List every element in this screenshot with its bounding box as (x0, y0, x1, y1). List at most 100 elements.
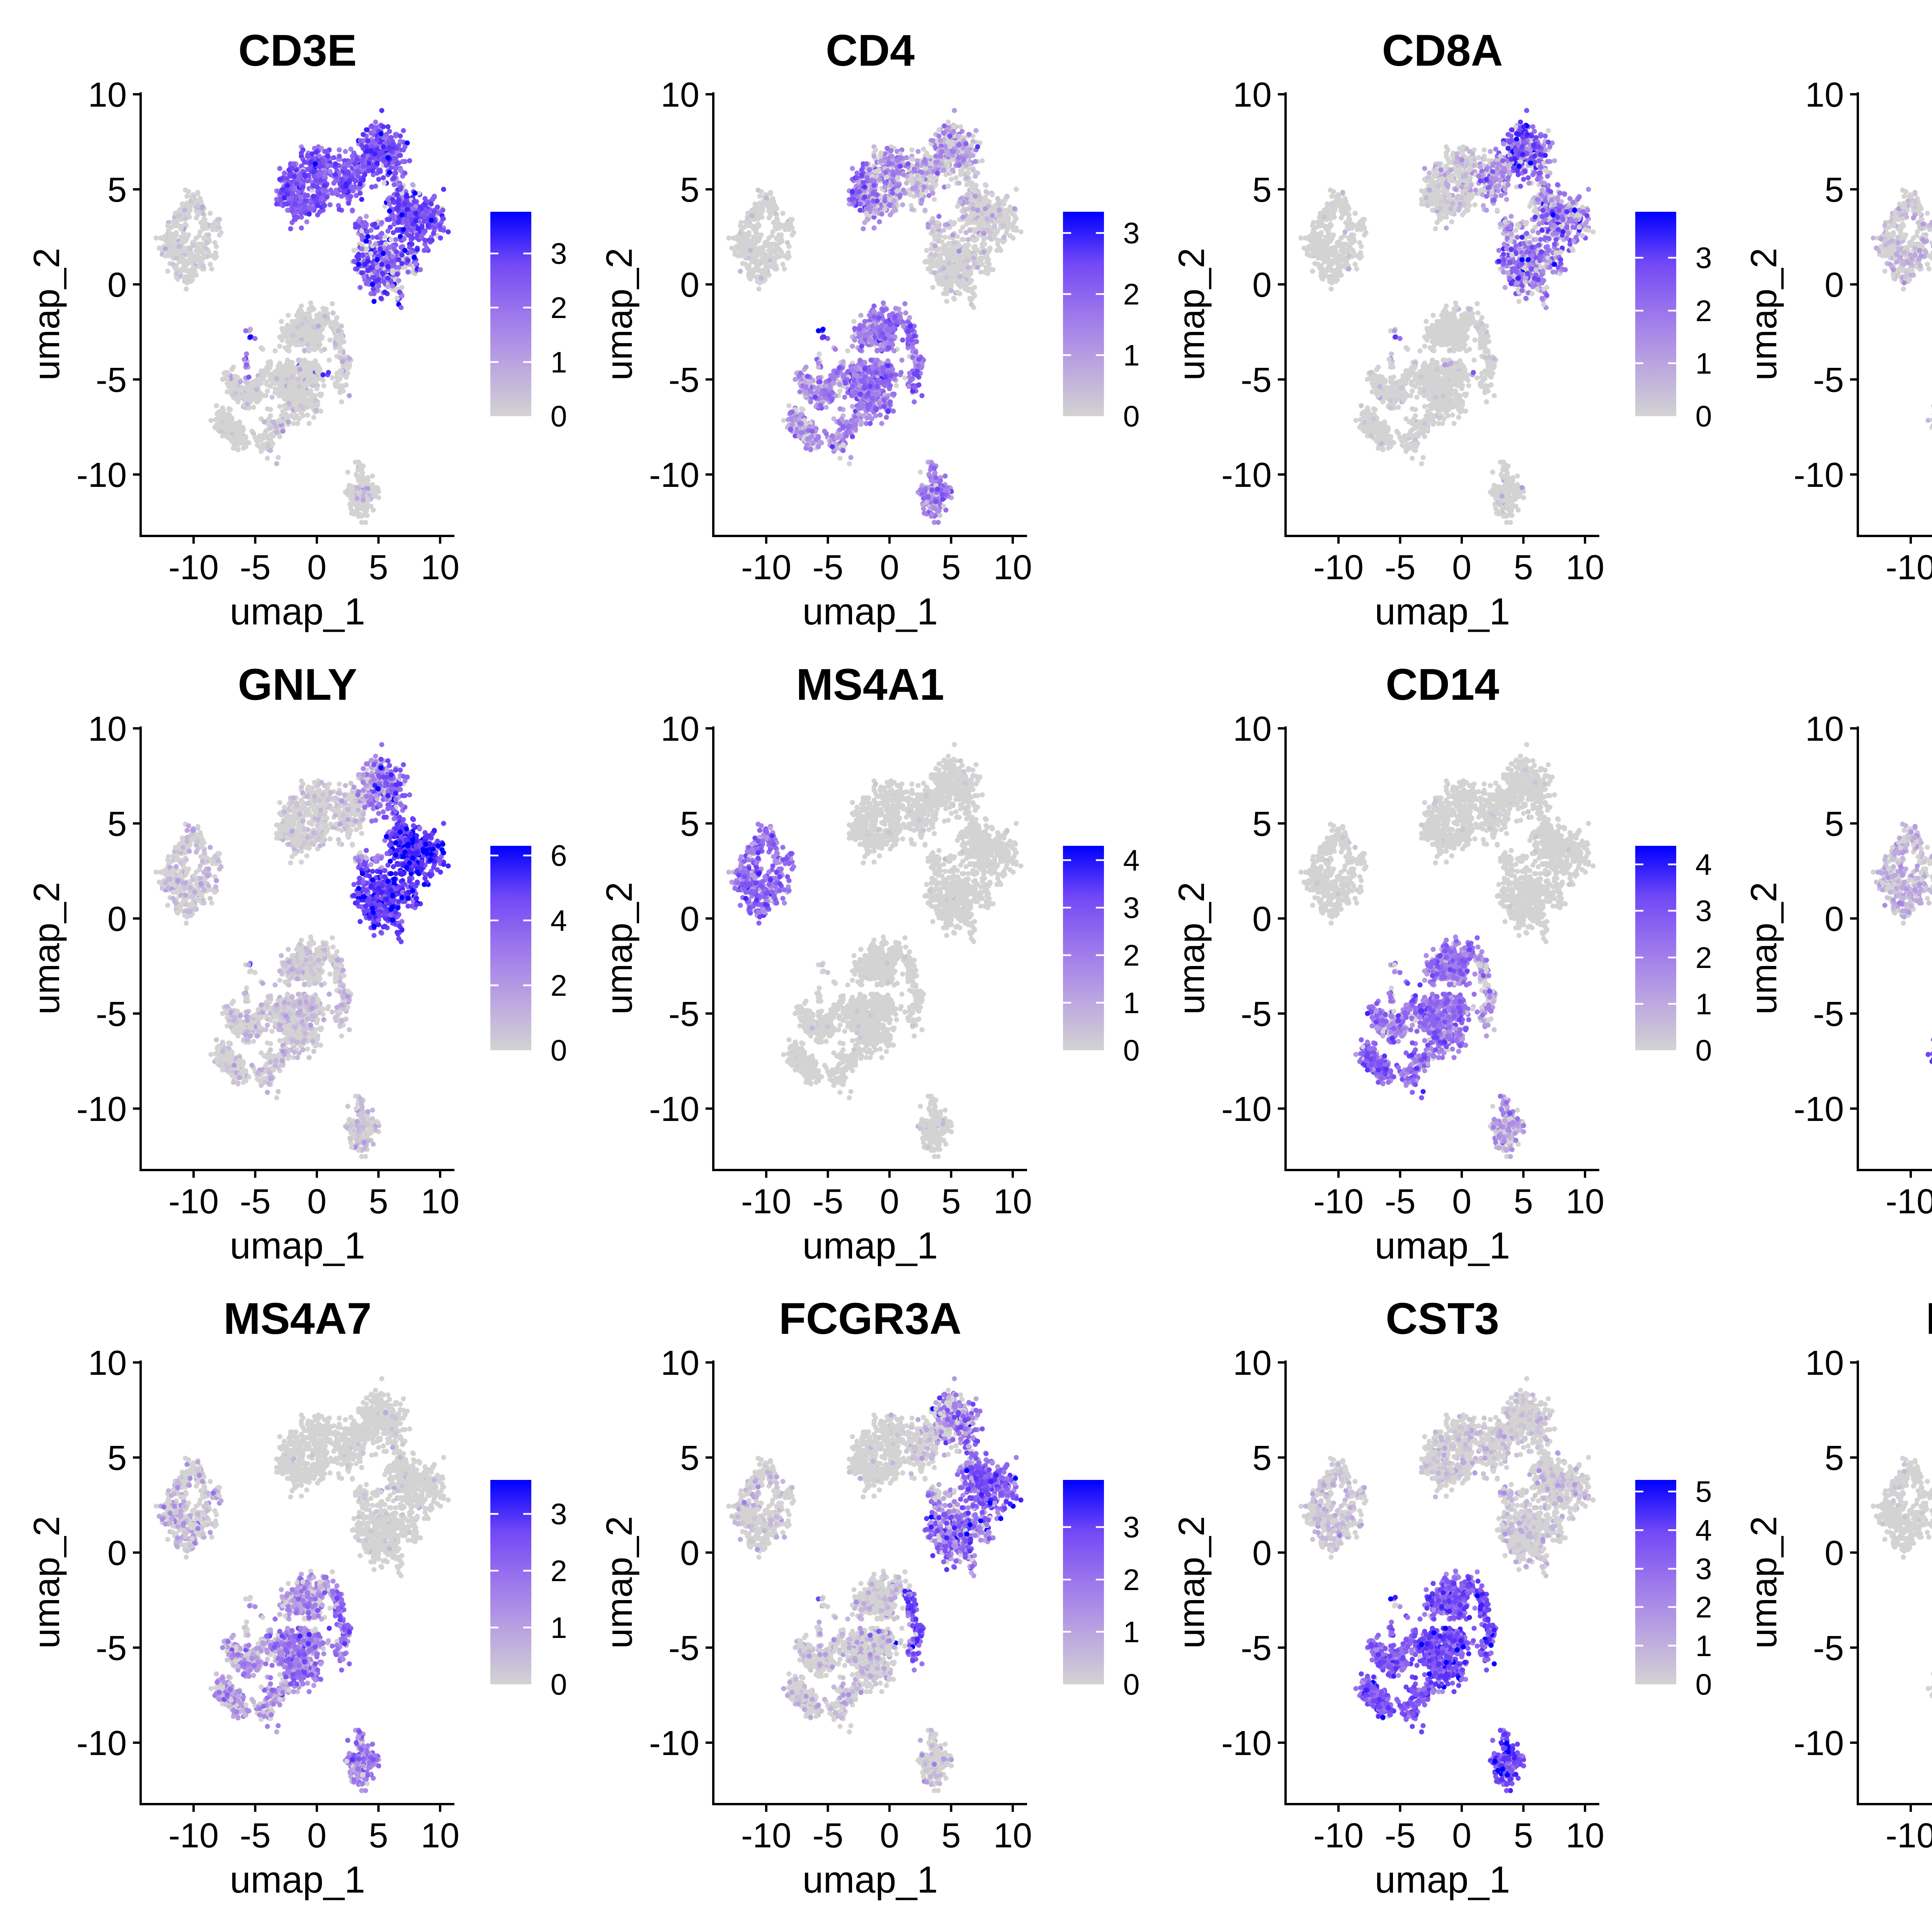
svg-text:-5: -5 (96, 1629, 127, 1668)
svg-text:-10: -10 (77, 1090, 127, 1129)
svg-text:3: 3 (1696, 1553, 1712, 1586)
svg-text:-5: -5 (1241, 995, 1272, 1034)
svg-text:-5: -5 (668, 1629, 699, 1668)
svg-text:umap_2: umap_2 (599, 1516, 640, 1648)
svg-text:umap_1: umap_1 (1375, 1859, 1510, 1901)
svg-text:CST3: CST3 (1386, 1294, 1499, 1344)
svg-text:0: 0 (880, 1816, 899, 1855)
svg-text:FCER1A: FCER1A (1926, 1294, 1932, 1344)
svg-text:0: 0 (680, 900, 699, 939)
svg-text:umap_1: umap_1 (803, 1859, 938, 1901)
svg-text:5: 5 (1252, 805, 1272, 844)
svg-text:0: 0 (680, 266, 699, 304)
svg-text:0: 0 (1825, 1534, 1844, 1573)
svg-text:MS4A7: MS4A7 (223, 1294, 371, 1344)
svg-text:10: 10 (1233, 1344, 1272, 1383)
svg-text:0: 0 (107, 1534, 127, 1573)
svg-text:-10: -10 (1886, 548, 1932, 587)
svg-text:1: 1 (1123, 1616, 1140, 1649)
svg-text:-10: -10 (77, 456, 127, 495)
svg-text:10: 10 (1233, 76, 1272, 114)
svg-text:-5: -5 (1384, 1182, 1415, 1221)
svg-text:-10: -10 (649, 456, 699, 495)
svg-text:umap_2: umap_2 (26, 882, 67, 1014)
svg-text:5: 5 (1825, 805, 1844, 844)
svg-text:0: 0 (1825, 900, 1844, 939)
svg-text:5: 5 (1696, 1475, 1712, 1509)
svg-text:CD3E: CD3E (238, 26, 357, 75)
svg-text:-10: -10 (77, 1724, 127, 1763)
svg-text:-10: -10 (1886, 1182, 1932, 1221)
svg-text:2: 2 (1696, 941, 1712, 975)
svg-text:-10: -10 (168, 1816, 219, 1855)
svg-text:0: 0 (1452, 548, 1471, 587)
svg-text:6: 6 (551, 839, 567, 872)
svg-text:-5: -5 (1813, 361, 1844, 400)
svg-text:-10: -10 (1794, 456, 1844, 495)
svg-text:umap_2: umap_2 (1171, 248, 1212, 380)
svg-text:-5: -5 (240, 1816, 270, 1855)
svg-text:0: 0 (1696, 1668, 1712, 1701)
svg-text:umap_1: umap_1 (230, 590, 366, 633)
svg-text:-10: -10 (1313, 1816, 1364, 1855)
svg-text:-10: -10 (1221, 1090, 1272, 1129)
svg-text:5: 5 (369, 548, 388, 587)
svg-text:umap_2: umap_2 (1743, 882, 1784, 1014)
svg-text:2: 2 (1123, 1563, 1140, 1597)
svg-text:-10: -10 (168, 548, 219, 587)
svg-text:5: 5 (680, 1439, 699, 1478)
svg-text:10: 10 (1805, 1344, 1844, 1383)
svg-text:10: 10 (1566, 1816, 1604, 1855)
svg-text:0: 0 (1123, 1668, 1140, 1701)
svg-text:5: 5 (941, 1816, 961, 1855)
svg-text:1: 1 (1696, 988, 1712, 1021)
svg-text:0: 0 (307, 1816, 327, 1855)
svg-text:3: 3 (1123, 1511, 1140, 1544)
svg-text:0: 0 (107, 266, 127, 304)
svg-text:1: 1 (1696, 347, 1712, 380)
svg-text:0: 0 (551, 1668, 567, 1701)
svg-text:0: 0 (107, 900, 127, 939)
svg-text:-5: -5 (668, 995, 699, 1034)
svg-text:2: 2 (1123, 939, 1140, 972)
svg-text:10: 10 (1805, 76, 1844, 114)
svg-text:0: 0 (880, 1182, 899, 1221)
svg-text:umap_1: umap_1 (803, 1225, 938, 1267)
svg-text:-10: -10 (741, 1182, 791, 1221)
svg-text:-10: -10 (649, 1090, 699, 1129)
svg-text:5: 5 (1252, 171, 1272, 209)
svg-text:3: 3 (1696, 895, 1712, 928)
svg-text:umap_2: umap_2 (599, 248, 640, 380)
svg-text:10: 10 (993, 1182, 1032, 1221)
svg-text:-5: -5 (812, 1182, 843, 1221)
svg-text:4: 4 (1123, 844, 1140, 877)
svg-text:5: 5 (1825, 171, 1844, 209)
svg-text:-10: -10 (168, 1182, 219, 1221)
svg-text:3: 3 (1123, 217, 1140, 250)
svg-text:5: 5 (369, 1182, 388, 1221)
svg-text:0: 0 (1825, 266, 1844, 304)
svg-text:-5: -5 (240, 548, 270, 587)
svg-text:-10: -10 (1794, 1724, 1844, 1763)
svg-text:1: 1 (1123, 986, 1140, 1020)
svg-text:umap_2: umap_2 (1743, 248, 1784, 380)
svg-text:5: 5 (107, 171, 127, 209)
svg-text:0: 0 (1452, 1182, 1471, 1221)
svg-text:-5: -5 (1241, 361, 1272, 400)
svg-text:10: 10 (661, 76, 699, 114)
svg-text:-5: -5 (240, 1182, 270, 1221)
svg-text:0: 0 (307, 1182, 327, 1221)
svg-text:10: 10 (661, 710, 699, 748)
svg-text:3: 3 (1696, 242, 1712, 275)
svg-text:-5: -5 (1813, 995, 1844, 1034)
svg-text:10: 10 (1566, 548, 1604, 587)
svg-text:umap_2: umap_2 (1171, 1516, 1212, 1648)
svg-text:CD8A: CD8A (1382, 26, 1503, 75)
svg-text:0: 0 (307, 548, 327, 587)
svg-text:umap_2: umap_2 (26, 248, 67, 380)
svg-text:10: 10 (661, 1344, 699, 1383)
svg-text:10: 10 (1566, 1182, 1604, 1221)
svg-text:10: 10 (88, 76, 127, 114)
svg-text:2: 2 (551, 1554, 567, 1588)
svg-text:5: 5 (107, 805, 127, 844)
